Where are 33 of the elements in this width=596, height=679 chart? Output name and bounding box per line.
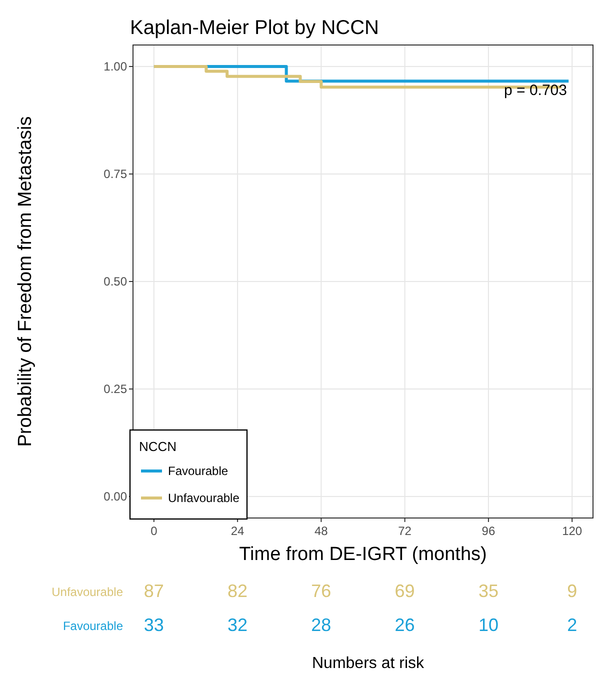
text: Numbers at risk xyxy=(312,655,426,672)
legend-label: Unfavourable xyxy=(168,491,240,505)
text: 28 xyxy=(311,615,332,635)
y-tick-label: 0.25 xyxy=(104,382,128,396)
text: 26 xyxy=(394,615,415,635)
text: Favourable xyxy=(62,619,123,633)
text: 9 xyxy=(567,581,578,601)
legend-title: NCCN xyxy=(139,439,177,454)
text: 69 xyxy=(394,581,415,601)
x-axis-title: Time from DE-IGRT (months) xyxy=(239,544,487,565)
text: 87 xyxy=(144,581,164,601)
chart-title: Kaplan-Meier Plot by NCCN xyxy=(130,17,379,39)
text: 2 xyxy=(567,615,578,635)
y-tick-label: 0.75 xyxy=(104,167,128,181)
y-axis-title: Probability of Freedom from Metastasis xyxy=(15,116,36,447)
x-tick-label: 72 xyxy=(398,524,412,538)
y-tick-label: 1.00 xyxy=(104,60,128,74)
text: 35 xyxy=(478,581,498,601)
x-tick-label: 96 xyxy=(482,524,496,538)
text: 76 xyxy=(311,581,332,601)
text: 82 xyxy=(228,581,248,601)
annotation: p = 0.703 xyxy=(504,82,567,99)
y-tick-label: 0.50 xyxy=(104,274,128,288)
x-tick-label: 24 xyxy=(230,524,245,538)
legend-label: Favourable xyxy=(168,464,228,478)
y-tick-label: 0.00 xyxy=(104,490,128,504)
text: 33 xyxy=(144,615,164,635)
text: 10 xyxy=(478,615,498,635)
x-tick-label: 48 xyxy=(314,524,328,538)
x-tick-label: 0 xyxy=(150,524,158,538)
text: Unfavourable xyxy=(52,585,123,599)
x-tick-label: 120 xyxy=(562,524,582,538)
text: 32 xyxy=(228,615,248,635)
